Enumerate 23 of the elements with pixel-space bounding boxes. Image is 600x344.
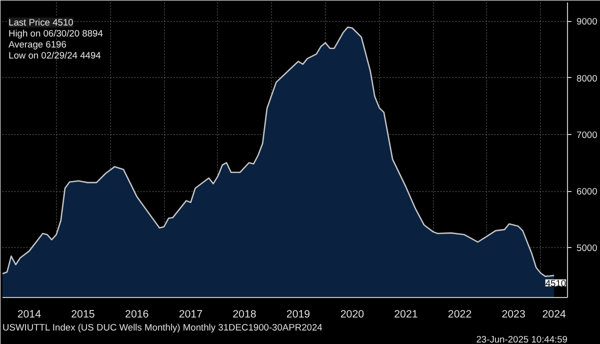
text: USWIUTTL Index (US DUC Wells Monthly) Monthly 31DEC1900-30APR2024 xyxy=(2,322,322,332)
annotation: Last Price 4510 xyxy=(8,18,74,28)
x-tick-label: 2015 xyxy=(71,308,95,320)
annotation: High on 06/30/20 8894 xyxy=(8,28,103,38)
annotation: Low on 02/29/24 4494 xyxy=(8,50,101,60)
y-tick-label: 5000 xyxy=(576,243,598,254)
y-tick-label: 6000 xyxy=(576,186,598,197)
x-tick-label: 2024 xyxy=(542,308,566,320)
x-tick-label: 2023 xyxy=(502,308,526,320)
x-tick-label: 2022 xyxy=(448,308,472,320)
x-tick-label: 2020 xyxy=(340,308,364,320)
x-tick-label: 2018 xyxy=(232,308,256,320)
y-tick-label: 7000 xyxy=(576,130,598,140)
annotation: 4510 xyxy=(545,278,566,288)
x-tick-label: 2019 xyxy=(286,308,310,320)
x-tick-label: 2021 xyxy=(394,308,418,320)
y-tick-label: 9000 xyxy=(576,16,598,27)
annotation: Average 6196 xyxy=(8,40,66,50)
text: 23-Jun-2025 10:44:59 xyxy=(476,334,568,344)
x-tick-label: 2017 xyxy=(178,308,203,320)
x-tick-label: 2016 xyxy=(125,308,149,320)
y-tick-label: 8000 xyxy=(576,73,598,84)
x-tick-label: 2014 xyxy=(17,308,42,320)
